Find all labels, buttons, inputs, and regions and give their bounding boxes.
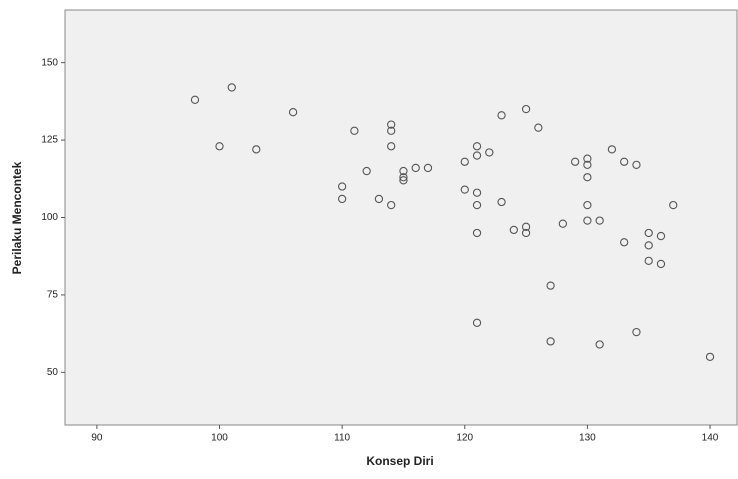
point xyxy=(583,216,592,225)
point xyxy=(497,111,506,120)
x-axis-title: Konsep Diri xyxy=(366,454,433,468)
point xyxy=(387,200,396,210)
y-tick-label: 150 xyxy=(41,57,58,68)
point xyxy=(644,241,653,250)
point xyxy=(350,126,359,135)
point xyxy=(534,123,543,132)
point xyxy=(460,185,469,194)
point xyxy=(669,200,678,210)
point xyxy=(227,83,236,92)
point xyxy=(337,182,347,191)
point xyxy=(656,231,666,241)
point xyxy=(423,163,433,173)
point xyxy=(705,352,715,362)
point xyxy=(399,173,408,182)
point xyxy=(558,219,568,228)
point xyxy=(583,160,592,170)
point xyxy=(387,126,396,135)
point xyxy=(411,163,420,173)
point xyxy=(362,166,371,176)
point xyxy=(472,200,482,210)
point xyxy=(472,188,482,197)
x-tick-label: 90 xyxy=(91,433,103,444)
point xyxy=(607,145,617,154)
point xyxy=(632,327,641,337)
point xyxy=(595,340,604,349)
point xyxy=(644,256,653,266)
point xyxy=(472,318,482,327)
point xyxy=(509,225,518,235)
point xyxy=(399,166,408,176)
point xyxy=(472,151,482,160)
point xyxy=(497,197,506,207)
point xyxy=(190,95,200,104)
point xyxy=(387,120,396,129)
y-tick-label: 100 xyxy=(41,212,58,223)
point xyxy=(583,173,592,182)
x-tick-label: 130 xyxy=(579,433,596,444)
point xyxy=(521,228,531,238)
point xyxy=(399,176,408,185)
point xyxy=(472,228,482,238)
point xyxy=(583,154,592,163)
x-tick-label: 110 xyxy=(334,433,350,444)
point xyxy=(387,142,396,151)
point xyxy=(644,228,653,238)
point xyxy=(460,157,469,166)
point xyxy=(632,160,641,170)
point xyxy=(521,222,531,231)
x-tick-label: 140 xyxy=(702,433,719,444)
point xyxy=(215,142,224,151)
y-axis-title: Perilaku Mencontek xyxy=(10,161,24,274)
plot-area xyxy=(64,9,738,426)
point xyxy=(546,281,555,290)
y-tick-label: 75 xyxy=(47,290,59,301)
point xyxy=(656,259,666,269)
point xyxy=(595,216,604,225)
point xyxy=(288,108,298,117)
point xyxy=(485,148,494,157)
point xyxy=(472,142,482,151)
y-tick-label: 125 xyxy=(41,135,58,146)
point xyxy=(374,194,384,204)
point xyxy=(620,238,629,247)
point xyxy=(583,200,592,210)
x-tick-label: 120 xyxy=(456,433,473,444)
point xyxy=(620,157,629,166)
point xyxy=(570,157,580,166)
x-tick-label: 100 xyxy=(211,433,228,444)
y-tick-label: 50 xyxy=(47,367,59,378)
point xyxy=(337,194,347,204)
point xyxy=(521,104,531,114)
point xyxy=(252,145,261,154)
point xyxy=(546,337,555,346)
